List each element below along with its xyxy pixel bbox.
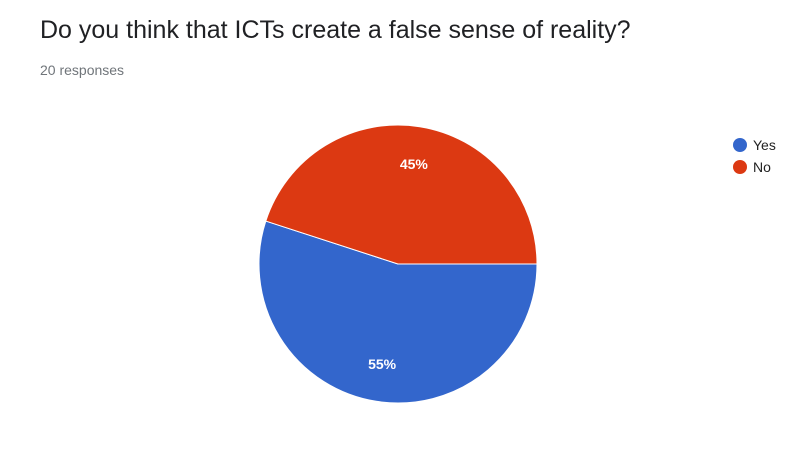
slice-label-no: 45% (400, 156, 429, 172)
legend-swatch-yes (733, 138, 747, 152)
pie-slice-no[interactable] (265, 124, 538, 265)
slice-label-yes: 55% (368, 356, 397, 372)
response-count: 20 responses (40, 62, 125, 78)
pie-slice-yes[interactable] (258, 220, 538, 404)
legend-label-yes: Yes (753, 137, 776, 153)
chart-title: Do you think that ICTs create a false se… (40, 16, 631, 44)
legend-swatch-no (733, 160, 747, 174)
legend-item-no[interactable]: No (733, 157, 776, 177)
chart-legend: Yes No (733, 135, 776, 179)
legend-item-yes[interactable]: Yes (733, 135, 776, 155)
legend-label-no: No (753, 159, 771, 175)
